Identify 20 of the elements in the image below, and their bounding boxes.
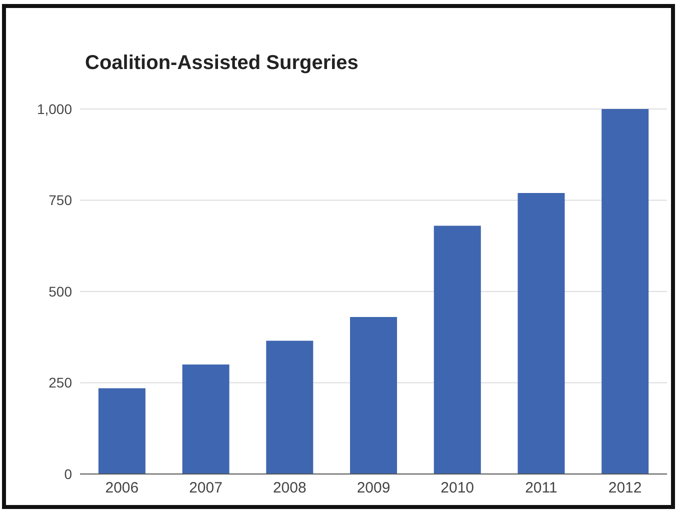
y-tick-label: 1,000 <box>36 100 72 117</box>
x-tick-label: 2011 <box>525 480 558 497</box>
x-tick-label: 2007 <box>189 480 222 497</box>
bar <box>266 340 314 474</box>
chart-title: Coalition-Assisted Surgeries <box>85 52 358 75</box>
x-tick-label: 2006 <box>105 480 139 497</box>
bar <box>518 192 565 474</box>
x-tick-label: 2008 <box>272 480 306 497</box>
bar <box>602 109 649 474</box>
x-tick-label: 2010 <box>440 480 474 497</box>
bar <box>98 388 146 474</box>
y-tick-label: 500 <box>48 283 72 300</box>
bar <box>182 364 230 474</box>
bar <box>434 226 481 474</box>
y-tick-label: 250 <box>48 374 72 391</box>
x-tick-label: 2009 <box>356 480 390 497</box>
y-tick-label: 750 <box>48 192 72 208</box>
x-tick-label: 2012 <box>608 480 642 497</box>
bar <box>350 317 398 474</box>
y-tick-label: 0 <box>64 466 72 482</box>
